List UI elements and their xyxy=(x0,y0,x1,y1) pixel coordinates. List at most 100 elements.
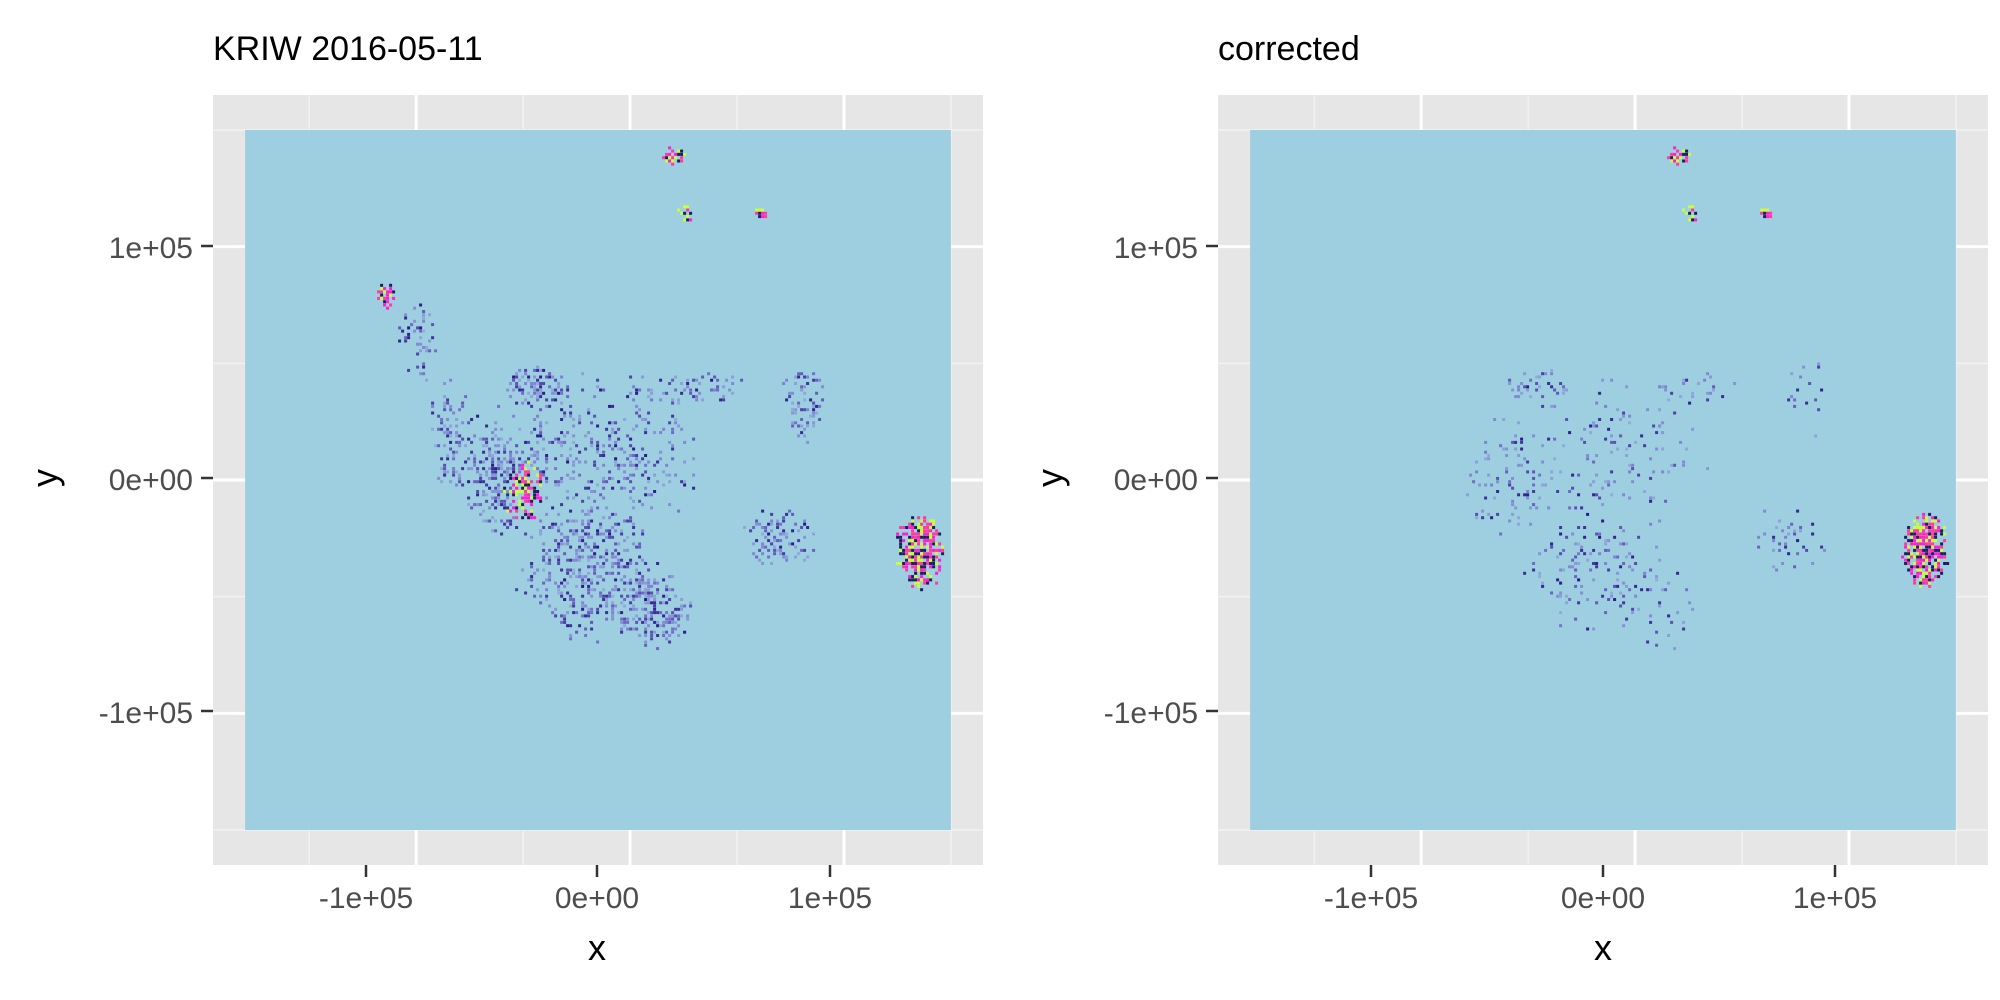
raster-pixel xyxy=(629,473,633,477)
raster-pixel xyxy=(560,418,564,421)
raster-pixel xyxy=(632,463,636,467)
raster-pixel xyxy=(908,548,912,552)
raster-pixel xyxy=(674,152,678,156)
raster-pixel xyxy=(662,470,666,474)
raster-pixel xyxy=(653,490,657,493)
raster-pixel xyxy=(617,562,621,565)
raster-pixel xyxy=(494,499,498,503)
raster-pixel xyxy=(1580,548,1584,552)
raster-pixel xyxy=(914,575,918,579)
raster-pixel xyxy=(668,598,672,601)
raster-pixel xyxy=(581,578,585,582)
raster-pixel xyxy=(770,542,774,546)
raster-pixel xyxy=(1559,591,1563,595)
raster-pixel xyxy=(791,529,795,533)
raster-pixel xyxy=(929,558,933,562)
raster-pixel xyxy=(1667,156,1671,160)
raster-pixel xyxy=(1676,156,1680,160)
raster-pixel xyxy=(1913,526,1917,529)
raster-pixel xyxy=(563,620,567,624)
raster-pixel xyxy=(593,565,597,569)
raster-pixel xyxy=(491,516,495,520)
raster-pixel xyxy=(521,506,525,510)
raster-pixel xyxy=(1610,594,1614,598)
raster-pixel xyxy=(620,594,624,598)
raster-pixel xyxy=(512,470,516,474)
raster-pixel xyxy=(614,555,618,559)
raster-pixel xyxy=(941,548,945,552)
raster-pixel xyxy=(911,565,915,569)
raster-pixel xyxy=(581,539,585,543)
raster-pixel xyxy=(383,296,387,300)
raster-pixel xyxy=(626,562,630,565)
raster-pixel xyxy=(782,552,786,556)
raster-pixel xyxy=(1475,470,1479,474)
raster-pixel xyxy=(1469,473,1473,477)
raster-pixel xyxy=(1631,467,1635,471)
raster-pixel xyxy=(587,496,591,500)
raster-pixel xyxy=(578,624,582,628)
raster-pixel xyxy=(659,450,663,454)
raster-pixel xyxy=(1514,506,1518,510)
raster-pixel xyxy=(584,434,588,438)
y-tick-label: -1e+05 xyxy=(1104,697,1198,730)
raster-pixel xyxy=(1526,496,1530,500)
raster-pixel xyxy=(662,624,666,628)
raster-pixel xyxy=(569,414,573,418)
raster-pixel xyxy=(521,391,525,395)
raster-pixel xyxy=(527,391,531,395)
raster-pixel xyxy=(1688,601,1692,605)
raster-pixel xyxy=(560,539,564,543)
raster-pixel xyxy=(1640,588,1644,592)
raster-pixel xyxy=(914,562,918,565)
raster-pixel xyxy=(1676,149,1680,153)
raster-pixel xyxy=(1508,519,1512,523)
raster-pixel xyxy=(752,526,756,529)
raster-pixel xyxy=(473,434,477,438)
raster-pixel xyxy=(566,624,570,628)
raster-pixel xyxy=(587,584,591,588)
raster-pixel xyxy=(578,539,582,543)
raster-pixel xyxy=(509,473,513,477)
raster-pixel xyxy=(410,323,414,327)
raster-pixel xyxy=(1598,496,1602,500)
raster-pixel xyxy=(920,542,924,546)
raster-pixel xyxy=(908,545,912,549)
raster-pixel xyxy=(1550,368,1554,372)
raster-pixel xyxy=(1625,447,1629,451)
raster-pixel xyxy=(920,571,924,575)
raster-pixel xyxy=(1916,562,1920,565)
raster-pixel xyxy=(632,617,636,621)
raster-pixel xyxy=(668,503,672,507)
raster-pixel xyxy=(1655,630,1659,634)
raster-pixel xyxy=(578,418,582,421)
raster-pixel xyxy=(1568,490,1572,493)
raster-pixel xyxy=(521,467,525,471)
raster-pixel xyxy=(770,529,774,533)
raster-pixel xyxy=(1934,526,1938,529)
raster-pixel xyxy=(1589,568,1593,572)
raster-pixel xyxy=(1550,372,1554,376)
raster-pixel xyxy=(932,558,936,562)
raster-pixel xyxy=(644,640,648,644)
raster-pixel xyxy=(1778,548,1782,552)
raster-pixel xyxy=(674,627,678,631)
raster-pixel xyxy=(605,594,609,598)
raster-pixel xyxy=(776,519,780,523)
raster-pixel xyxy=(1796,388,1800,392)
raster-pixel xyxy=(923,568,927,572)
raster-pixel xyxy=(518,470,522,474)
raster-pixel xyxy=(1934,565,1938,569)
raster-pixel xyxy=(446,427,450,431)
raster-pixel xyxy=(1910,529,1914,533)
raster-pixel xyxy=(644,454,648,457)
raster-pixel xyxy=(647,568,651,572)
raster-pixel xyxy=(1685,211,1689,215)
raster-pixel xyxy=(1523,372,1527,376)
raster-pixel xyxy=(590,490,594,493)
raster-pixel xyxy=(629,627,633,631)
raster-pixel xyxy=(1820,545,1824,549)
raster-pixel xyxy=(518,457,522,461)
raster-pixel xyxy=(1577,601,1581,605)
raster-pixel xyxy=(917,565,921,569)
